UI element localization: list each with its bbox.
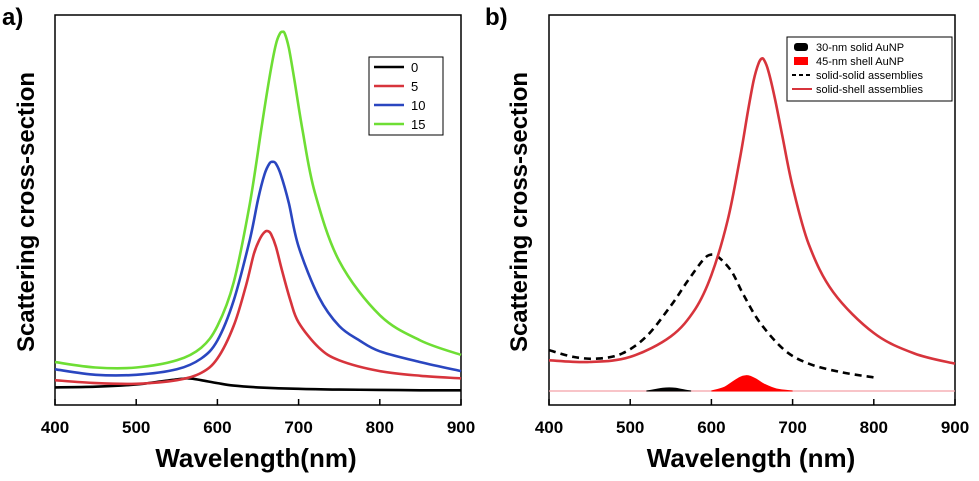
panel-b-x-tick-label-0: 400 [535, 418, 563, 437]
panel-b: b) Scattering cross-section Wavelength (… [485, 4, 969, 473]
panel-b-legend-label-2: solid-solid assemblies [816, 70, 923, 82]
panel-a-legend-label-0: 0 [411, 60, 418, 75]
panel-b-legend-swatch-1 [794, 57, 808, 65]
panel-b-series-2 [548, 253, 875, 379]
panel-b-x-ticks: 400 500 600 700 800 900 [535, 399, 969, 437]
panel-b-legend-label-0: 30-nm solid AuNP [816, 42, 904, 54]
panel-a-label: a) [2, 4, 23, 31]
panel-a-x-tick-label-0: 400 [41, 418, 69, 437]
panel-b-legend-label-3: solid-shell assemblies [816, 84, 923, 96]
panel-a-x-axis-title: Wavelength(nm) [155, 443, 356, 473]
panel-a-series [54, 30, 462, 392]
panel-b-x-tick-label-1: 500 [616, 418, 644, 437]
panel-a-x-tick-label-2: 600 [203, 418, 231, 437]
panel-a-legend: 0 5 10 15 [368, 56, 444, 136]
panel-b-legend-label-1: 45-nm shell AuNP [816, 56, 904, 68]
panel-b-x-tick-label-2: 600 [697, 418, 725, 437]
panel-a-x-tick-label-1: 500 [122, 418, 150, 437]
panel-a-x-tick-label-3: 700 [284, 418, 312, 437]
panel-b-series-3 [548, 56, 956, 365]
panel-b-plot-frame [548, 14, 956, 406]
panel-b-legend-swatch-0 [794, 43, 808, 51]
panel-a-y-axis-title: Scattering cross-section [13, 72, 40, 352]
panel-a-x-tick-label-5: 900 [447, 418, 475, 437]
panel-b-x-tick-label-3: 700 [778, 418, 806, 437]
panel-a: a) Scattering cross-section Wavelength(n… [2, 4, 475, 473]
panel-a-legend-box [368, 56, 444, 136]
panel-a-plot-frame [54, 14, 462, 406]
panel-b-series-0 [646, 387, 692, 392]
panel-b-label: b) [485, 4, 508, 31]
panel-b-series [548, 56, 956, 392]
panel-a-legend-label-2: 10 [411, 98, 425, 113]
panel-b-x-tick-label-5: 900 [941, 418, 969, 437]
panel-a-series-1 [54, 229, 462, 386]
panel-a-x-ticks: 400 500 600 700 800 900 [41, 399, 475, 437]
panel-b-legend-box [786, 36, 953, 102]
panel-b-series-1 [711, 375, 793, 392]
panel-a-series-2 [54, 160, 462, 377]
panel-b-y-axis-title: Scattering cross-section [506, 72, 533, 352]
panel-a-x-tick-label-4: 800 [366, 418, 394, 437]
panel-a-series-3 [54, 30, 462, 370]
panel-a-legend-label-3: 15 [411, 117, 425, 132]
panel-a-legend-label-1: 5 [411, 79, 418, 94]
panel-b-x-axis-title: Wavelength (nm) [647, 443, 855, 473]
panel-b-legend: 30-nm solid AuNP 45-nm shell AuNP solid-… [786, 36, 953, 102]
panel-b-x-tick-label-4: 800 [860, 418, 888, 437]
